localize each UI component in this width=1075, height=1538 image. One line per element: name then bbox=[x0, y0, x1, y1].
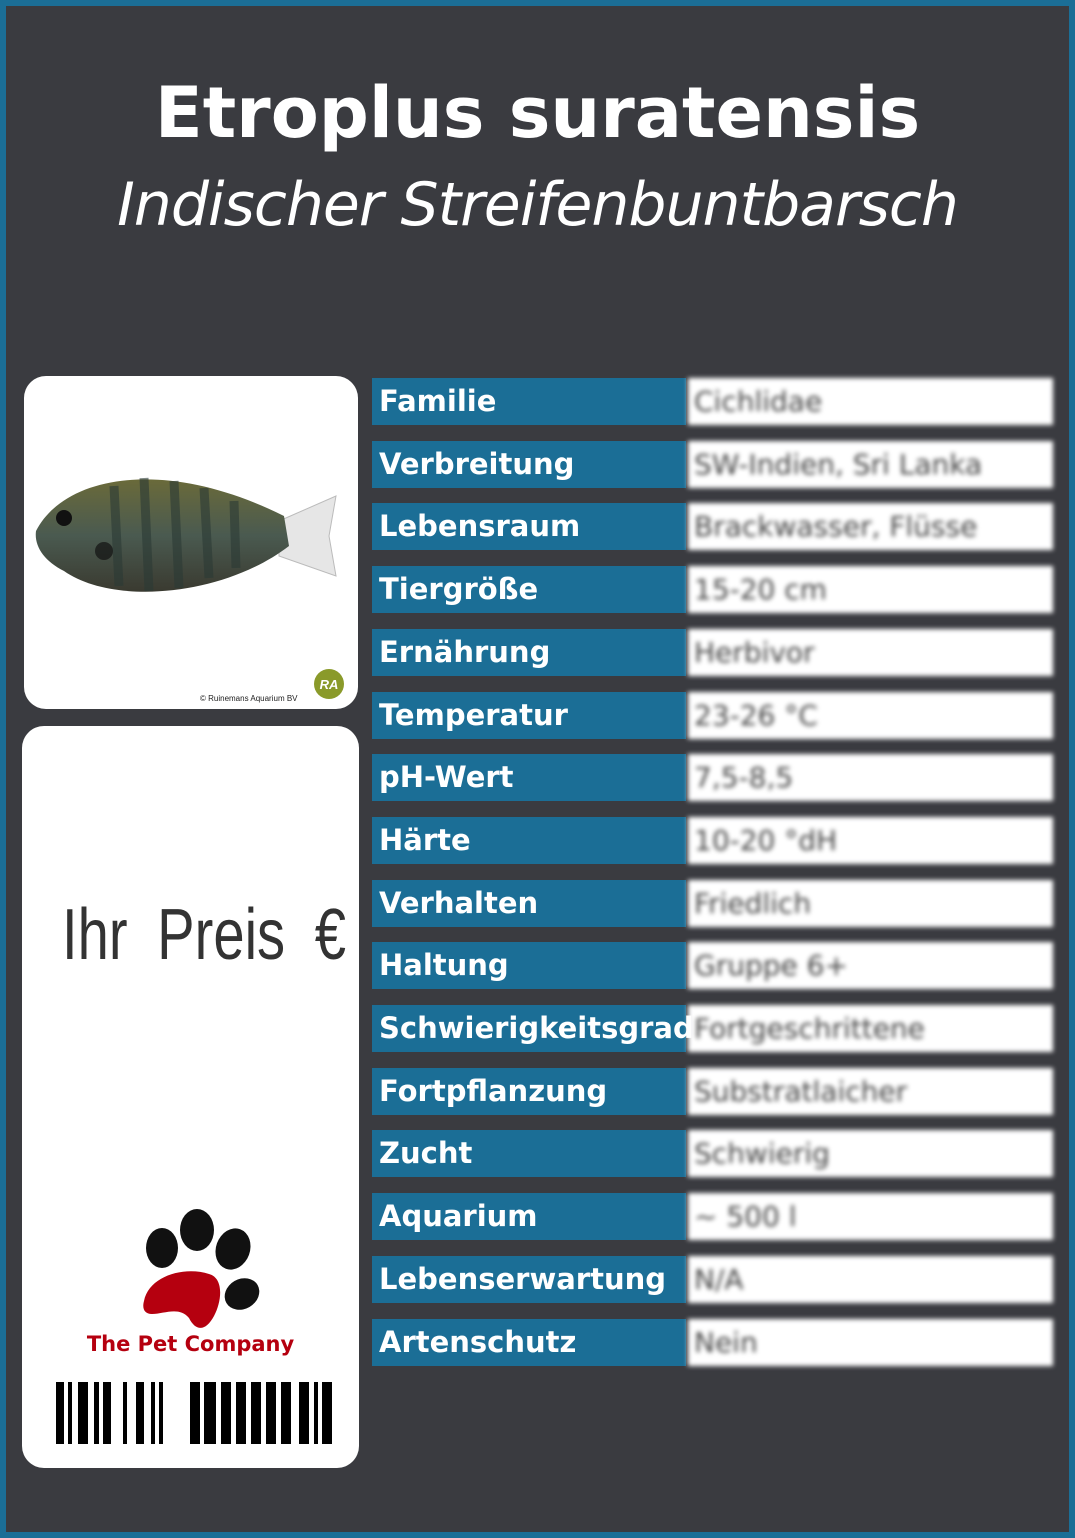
ruinemans-logo: RA bbox=[314, 669, 344, 699]
fact-row: Härte 10-20 °dH bbox=[372, 816, 1053, 864]
fact-label: Tiergröße bbox=[372, 566, 686, 614]
fact-row: Haltung Gruppe 6+ bbox=[372, 942, 1053, 990]
fact-label: Lebensraum bbox=[372, 503, 686, 551]
fact-row: Familie Cichlidae bbox=[372, 378, 1053, 425]
fact-row: Verhalten Friedlich bbox=[372, 879, 1053, 927]
fact-value: 15-20 cm bbox=[688, 566, 1053, 614]
fact-row: Schwierigkeitsgrad Fortgeschrittene bbox=[372, 1005, 1053, 1052]
fact-label: Ernährung bbox=[372, 628, 686, 676]
fact-label: Temperatur bbox=[372, 691, 686, 739]
fact-label: Zucht bbox=[372, 1130, 686, 1178]
fish-image bbox=[35, 477, 337, 592]
fact-label: Lebenserwartung bbox=[372, 1255, 686, 1303]
company-name: The Pet Company bbox=[86, 1332, 295, 1356]
image-copyright: © Ruinemans Aquarium BV bbox=[200, 694, 298, 703]
fact-value: Brackwasser, Flüsse bbox=[688, 503, 1053, 551]
fact-value: Substratlaicher bbox=[688, 1067, 1053, 1115]
paw-logo-icon bbox=[143, 1209, 260, 1328]
fact-label: Härte bbox=[372, 816, 686, 864]
fact-row: Lebenserwartung N/A bbox=[372, 1255, 1053, 1303]
fact-label: Fortpflanzung bbox=[372, 1067, 686, 1115]
fact-label: Aquarium bbox=[372, 1193, 686, 1241]
fact-value: 10-20 °dH bbox=[688, 816, 1053, 864]
fact-value: Schwierig bbox=[688, 1130, 1053, 1178]
fact-row: Ernährung Herbivor bbox=[372, 628, 1053, 676]
fact-value: Friedlich bbox=[688, 879, 1053, 927]
fact-row: Artenschutz Nein bbox=[372, 1318, 1053, 1366]
fact-value: ~ 500 l bbox=[688, 1193, 1053, 1241]
fact-row: Fortpflanzung Substratlaicher bbox=[372, 1067, 1053, 1115]
fact-label: Familie bbox=[372, 378, 686, 425]
species-title: Etroplus suratensis bbox=[154, 72, 921, 154]
fact-value: Fortgeschrittene bbox=[688, 1005, 1053, 1052]
fact-row: Tiergröße 15-20 cm bbox=[372, 566, 1053, 614]
fact-value: Herbivor bbox=[688, 628, 1053, 676]
barcode bbox=[56, 1382, 332, 1444]
fact-label: Verhalten bbox=[372, 879, 686, 927]
fact-label: Haltung bbox=[372, 942, 686, 990]
fact-row: Lebensraum Brackwasser, Flüsse bbox=[372, 503, 1053, 551]
fact-value: 7,5-8,5 bbox=[688, 754, 1053, 802]
fact-label: Schwierigkeitsgrad bbox=[372, 1005, 694, 1052]
fact-value: N/A bbox=[688, 1255, 1053, 1303]
fact-value: Gruppe 6+ bbox=[688, 942, 1053, 990]
fact-value: SW-Indien, Sri Lanka bbox=[688, 440, 1053, 488]
price-label: Ihr Preis € bbox=[62, 895, 347, 975]
fact-label: Artenschutz bbox=[372, 1318, 686, 1366]
fact-value: 23-26 °C bbox=[688, 691, 1053, 739]
common-name: Indischer Streifenbuntbarsch bbox=[117, 170, 959, 240]
price-card: Ihr Preis € The Pet Company bbox=[22, 726, 359, 1468]
fact-row: Verbreitung SW-Indien, Sri Lanka bbox=[372, 440, 1053, 488]
fact-row: Zucht Schwierig bbox=[372, 1130, 1053, 1178]
fact-value: Nein bbox=[688, 1318, 1053, 1366]
fact-row: Temperatur 23-26 °C bbox=[372, 691, 1053, 739]
fact-row: pH-Wert 7,5-8,5 bbox=[372, 754, 1053, 802]
fact-label: Verbreitung bbox=[372, 440, 686, 488]
fact-label: pH-Wert bbox=[372, 754, 686, 802]
fact-value: Cichlidae bbox=[688, 378, 1053, 425]
fact-row: Aquarium ~ 500 l bbox=[372, 1193, 1053, 1241]
svg-text:RA: RA bbox=[320, 677, 339, 692]
fish-image-card: RA © Ruinemans Aquarium BV bbox=[24, 376, 358, 709]
